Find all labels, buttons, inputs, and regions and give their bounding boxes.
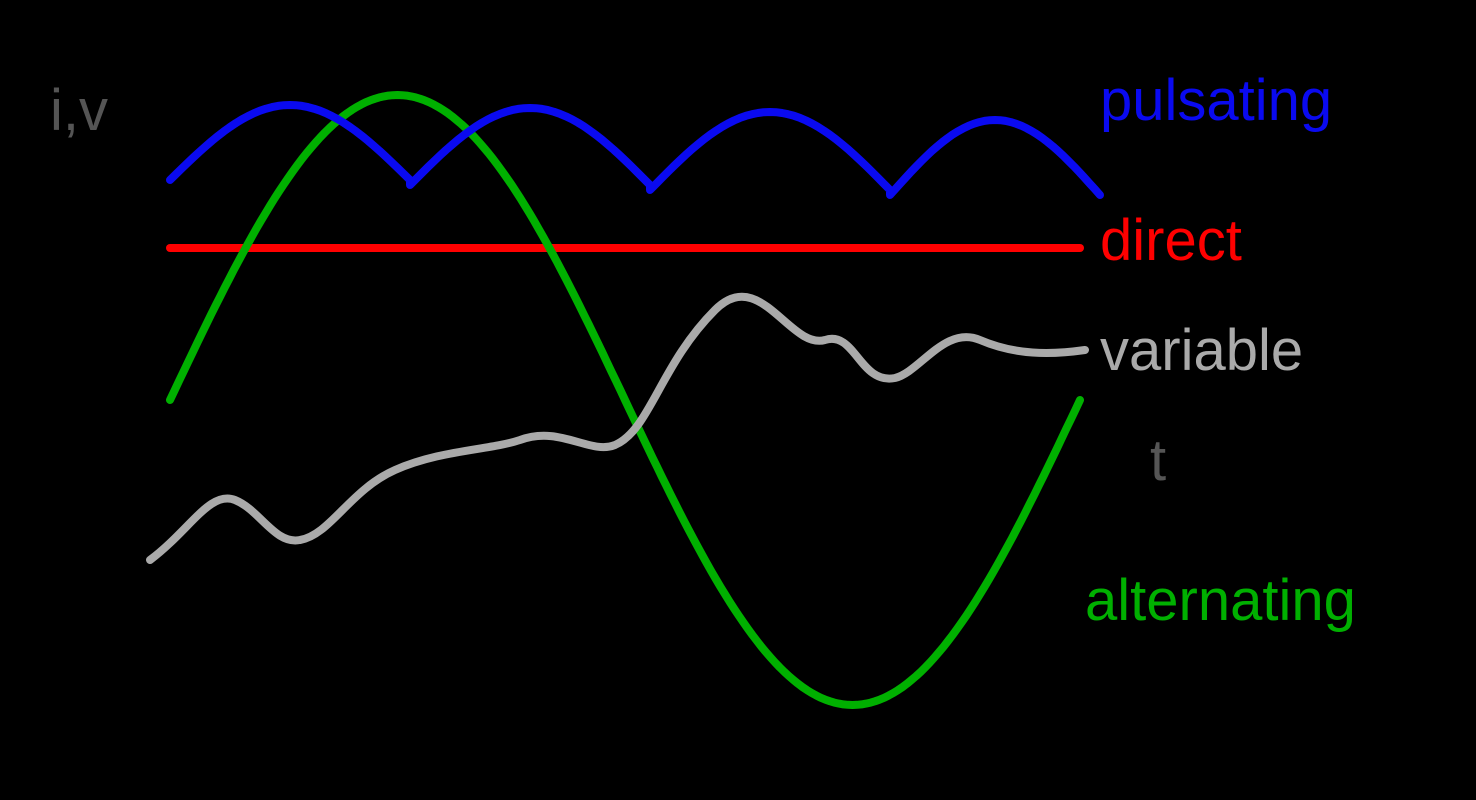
svg-text:alternating: alternating (1085, 568, 1356, 633)
svg-text:direct: direct (1100, 208, 1242, 273)
svg-text:pulsating: pulsating (1100, 68, 1332, 133)
svg-text:t: t (1150, 428, 1166, 493)
svg-text:i,v: i,v (50, 78, 108, 143)
waveforms-diagram: i,v t pulsating direct variable alternating (0, 0, 1476, 800)
svg-text:variable: variable (1100, 318, 1303, 383)
